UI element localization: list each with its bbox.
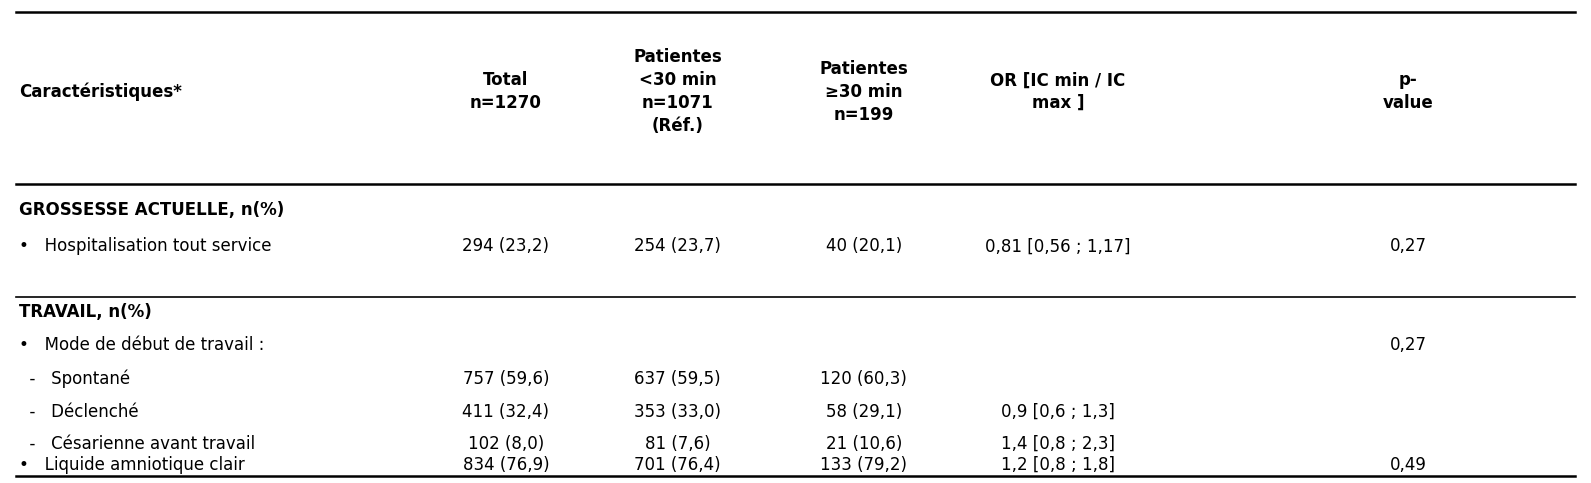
Text: 0,27: 0,27: [1389, 336, 1427, 355]
Text: Patientes
≥30 min
n=199: Patientes ≥30 min n=199: [819, 60, 908, 124]
Text: 254 (23,7): 254 (23,7): [635, 237, 721, 256]
Text: 21 (10,6): 21 (10,6): [826, 435, 902, 453]
Text: 120 (60,3): 120 (60,3): [821, 370, 907, 388]
Text: p-
value: p- value: [1383, 71, 1433, 112]
Text: Total
n=1270: Total n=1270: [469, 71, 543, 112]
Text: •   Mode de début de travail :: • Mode de début de travail :: [19, 336, 264, 355]
Text: 40 (20,1): 40 (20,1): [826, 237, 902, 256]
Text: -   Spontané: - Spontané: [19, 370, 130, 388]
Text: 81 (7,6): 81 (7,6): [644, 435, 711, 453]
Text: Caractéristiques*: Caractéristiques*: [19, 83, 181, 101]
Text: 58 (29,1): 58 (29,1): [826, 402, 902, 421]
Text: 0,49: 0,49: [1389, 455, 1427, 474]
Text: Patientes
<30 min
n=1071
(Réf.): Patientes <30 min n=1071 (Réf.): [633, 48, 722, 135]
Text: 133 (79,2): 133 (79,2): [821, 455, 907, 474]
Text: 353 (33,0): 353 (33,0): [635, 402, 721, 421]
Text: -   Césarienne avant travail: - Césarienne avant travail: [19, 435, 255, 453]
Text: 1,2 [0,8 ; 1,8]: 1,2 [0,8 ; 1,8]: [1001, 455, 1115, 474]
Text: 294 (23,2): 294 (23,2): [463, 237, 549, 256]
Text: TRAVAIL, n(%): TRAVAIL, n(%): [19, 302, 151, 321]
Text: 102 (8,0): 102 (8,0): [468, 435, 544, 453]
Text: •   Liquide amniotique clair: • Liquide amniotique clair: [19, 455, 245, 474]
Text: 0,27: 0,27: [1389, 237, 1427, 256]
Text: GROSSESSE ACTUELLE, n(%): GROSSESSE ACTUELLE, n(%): [19, 201, 285, 219]
Text: 0,81 [0,56 ; 1,17]: 0,81 [0,56 ; 1,17]: [985, 237, 1131, 256]
Text: 701 (76,4): 701 (76,4): [635, 455, 721, 474]
Text: 834 (76,9): 834 (76,9): [463, 455, 549, 474]
Text: •   Hospitalisation tout service: • Hospitalisation tout service: [19, 237, 272, 256]
Text: 757 (59,6): 757 (59,6): [463, 370, 549, 388]
Text: OR [IC min / IC
max ]: OR [IC min / IC max ]: [990, 71, 1126, 112]
Text: 0,9 [0,6 ; 1,3]: 0,9 [0,6 ; 1,3]: [1001, 402, 1115, 421]
Text: -   Déclenché: - Déclenché: [19, 402, 138, 421]
Text: 411 (32,4): 411 (32,4): [463, 402, 549, 421]
Text: 1,4 [0,8 ; 2,3]: 1,4 [0,8 ; 2,3]: [1001, 435, 1115, 453]
Text: 637 (59,5): 637 (59,5): [635, 370, 721, 388]
